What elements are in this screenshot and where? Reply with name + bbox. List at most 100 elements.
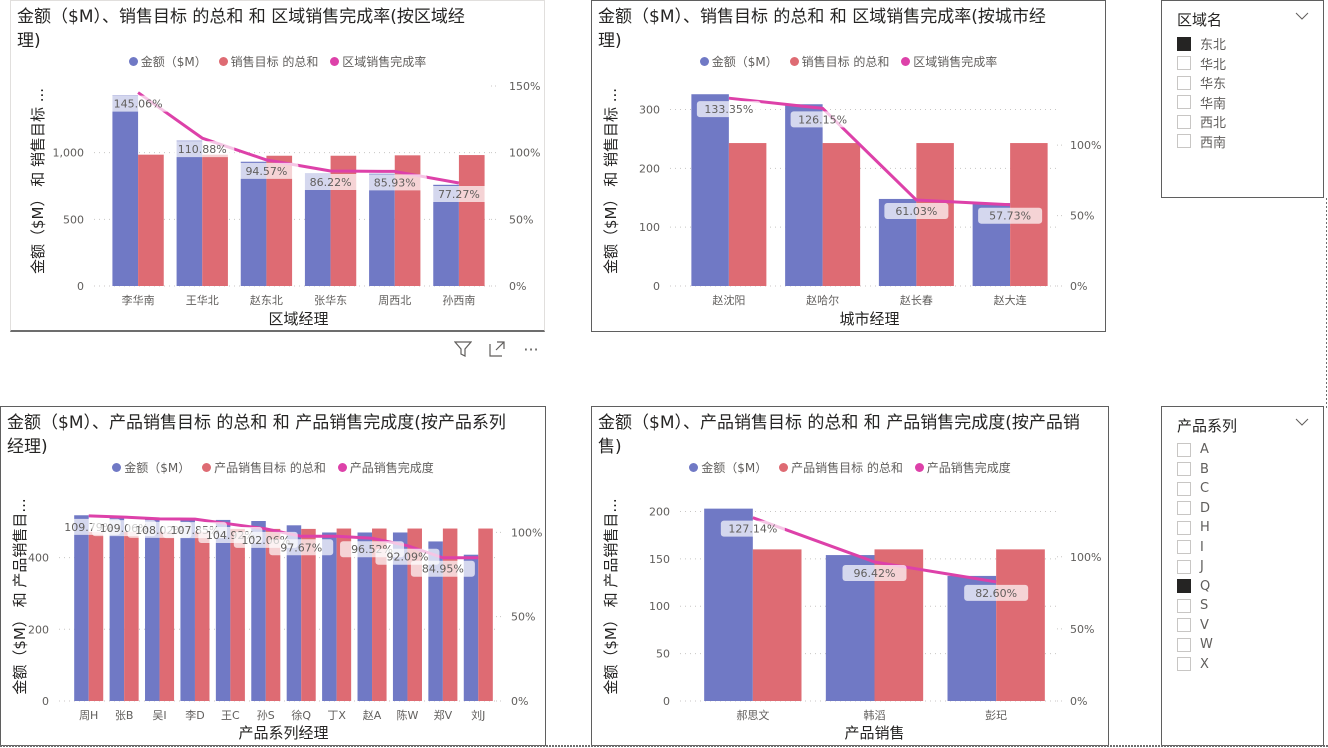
legend-item-rate[interactable]: 区域销售完成率 <box>330 53 426 70</box>
bar-target[interactable] <box>442 528 458 701</box>
more-options-icon[interactable]: ··· <box>523 339 539 359</box>
checkbox[interactable] <box>1177 95 1191 110</box>
bar-amount[interactable] <box>428 541 443 701</box>
visual-region-manager-chart[interactable]: 金额（$M）、销售目标 的总和 和 区域销售完成率(按区域经理) 金额（$M） … <box>10 0 545 332</box>
bar-amount[interactable] <box>369 173 395 286</box>
slicer-item[interactable]: 西北 <box>1177 112 1226 132</box>
checkbox[interactable] <box>1177 520 1191 535</box>
bar-target[interactable] <box>301 528 316 701</box>
legend-item-amount[interactable]: 金额（$M） <box>112 459 190 476</box>
bar-target[interactable] <box>478 528 493 701</box>
bar-target[interactable] <box>728 143 767 286</box>
slicer-item[interactable]: X <box>1177 655 1213 675</box>
slicer-item[interactable]: J <box>1177 557 1213 577</box>
bar-target[interactable] <box>202 154 228 286</box>
slicer-item[interactable]: D <box>1177 499 1213 519</box>
slicer-item[interactable]: 西南 <box>1177 132 1226 152</box>
checkbox[interactable] <box>1177 540 1191 555</box>
checkbox[interactable] <box>1177 501 1191 516</box>
slicer-item[interactable]: B <box>1177 460 1213 480</box>
focus-mode-icon[interactable] <box>486 338 508 360</box>
bar-amount[interactable] <box>180 519 195 701</box>
bar-target[interactable] <box>372 528 387 701</box>
bar-target[interactable] <box>336 528 352 701</box>
visual-product-sales-chart[interactable]: 金额（$M）、产品销售目标 的总和 和 产品销售完成度(按产品销售) 金额（$M… <box>591 406 1109 746</box>
bar-amount[interactable] <box>704 508 753 701</box>
bar-amount[interactable] <box>691 94 729 286</box>
bar-amount[interactable] <box>304 173 331 286</box>
bar-amount[interactable] <box>322 532 337 701</box>
checkbox[interactable] <box>1177 114 1191 129</box>
slicer-item-label: A <box>1200 442 1209 458</box>
slicer-item[interactable]: C <box>1177 479 1213 499</box>
legend-item-target[interactable]: 产品销售目标 的总和 <box>202 459 326 476</box>
visual-product-line-manager-chart[interactable]: 金额（$M）、产品销售目标 的总和 和 产品销售完成度(按产品系列经理) 金额（… <box>0 406 546 746</box>
filter-icon[interactable] <box>452 338 474 360</box>
bar-amount[interactable] <box>145 518 160 701</box>
bar-target[interactable] <box>194 531 210 701</box>
line-rate[interactable] <box>752 516 997 584</box>
bar-amount[interactable] <box>392 532 408 701</box>
bar-amount[interactable] <box>74 515 89 701</box>
slicer-item[interactable]: W <box>1177 635 1213 655</box>
bar-amount[interactable] <box>215 519 231 701</box>
bar-amount[interactable] <box>357 532 373 701</box>
checkbox[interactable] <box>1177 481 1191 496</box>
bar-target[interactable] <box>138 154 164 286</box>
chevron-down-icon[interactable] <box>1295 417 1309 427</box>
visual-city-manager-chart[interactable]: 金额（$M）、销售目标 的总和 和 区域销售完成率(按城市经理) 金额（$M） … <box>591 0 1106 332</box>
checkbox[interactable] <box>1177 598 1191 613</box>
slicer-item[interactable]: H <box>1177 518 1213 538</box>
slicer-item[interactable]: A <box>1177 440 1213 460</box>
legend-item-target[interactable]: 销售目标 的总和 <box>218 53 318 70</box>
bar-target[interactable] <box>822 143 861 286</box>
legend-item-amount[interactable]: 金额（$M） <box>128 53 207 70</box>
checkbox[interactable] <box>1177 618 1191 633</box>
bar-amount[interactable] <box>176 140 203 286</box>
bar-amount[interactable] <box>463 554 479 701</box>
line-rate[interactable] <box>137 91 460 185</box>
legend-item-target[interactable]: 产品销售目标 的总和 <box>779 459 903 476</box>
checkbox-checked[interactable] <box>1177 579 1191 594</box>
bar-target[interactable] <box>752 549 802 701</box>
bar-target[interactable] <box>265 528 281 701</box>
checkbox[interactable] <box>1177 56 1191 71</box>
bar-target[interactable] <box>230 528 245 701</box>
bar-target[interactable] <box>88 531 104 701</box>
bar-amount[interactable] <box>112 95 139 286</box>
bar-amount[interactable] <box>109 516 125 701</box>
slicer-item[interactable]: V <box>1177 616 1213 636</box>
bar-target[interactable] <box>458 155 485 286</box>
checkbox[interactable] <box>1177 134 1191 149</box>
checkbox[interactable] <box>1177 559 1191 574</box>
checkbox[interactable] <box>1177 75 1191 90</box>
legend-item-rate[interactable]: 产品销售完成度 <box>337 459 434 476</box>
slicer-item[interactable]: 华东 <box>1177 73 1226 93</box>
slicer-item[interactable]: 华北 <box>1177 54 1226 74</box>
slicer-item[interactable]: S <box>1177 596 1213 616</box>
bar-target[interactable] <box>124 531 139 701</box>
legend-item-rate[interactable]: 区域销售完成率 <box>901 53 997 70</box>
legend-item-amount[interactable]: 金额（$M） <box>699 53 778 70</box>
checkbox[interactable] <box>1177 657 1191 672</box>
slicer-item[interactable]: 华南 <box>1177 93 1226 113</box>
line-rate[interactable] <box>728 96 1011 207</box>
slicer-item[interactable]: 东北 <box>1177 34 1226 54</box>
checkbox[interactable] <box>1177 442 1191 457</box>
bar-target[interactable] <box>159 531 175 701</box>
slicer-item[interactable]: I <box>1177 538 1213 558</box>
checkbox[interactable] <box>1177 462 1191 477</box>
bar-amount[interactable] <box>251 521 266 701</box>
bar-amount[interactable] <box>785 104 823 286</box>
legend-item-target[interactable]: 销售目标 的总和 <box>789 53 889 70</box>
legend-item-amount[interactable]: 金额（$M） <box>689 459 767 476</box>
chevron-down-icon[interactable] <box>1295 11 1309 21</box>
bar-amount[interactable] <box>240 161 267 286</box>
bar-amount[interactable] <box>286 525 302 701</box>
slicer-item[interactable]: Q <box>1177 577 1213 597</box>
checkbox[interactable] <box>1177 637 1191 652</box>
checkbox-checked[interactable] <box>1177 36 1191 51</box>
x-tick-label: 彭玘 <box>985 708 1007 722</box>
bar-target[interactable] <box>996 549 1045 701</box>
legend-item-rate[interactable]: 产品销售完成度 <box>914 459 1011 476</box>
